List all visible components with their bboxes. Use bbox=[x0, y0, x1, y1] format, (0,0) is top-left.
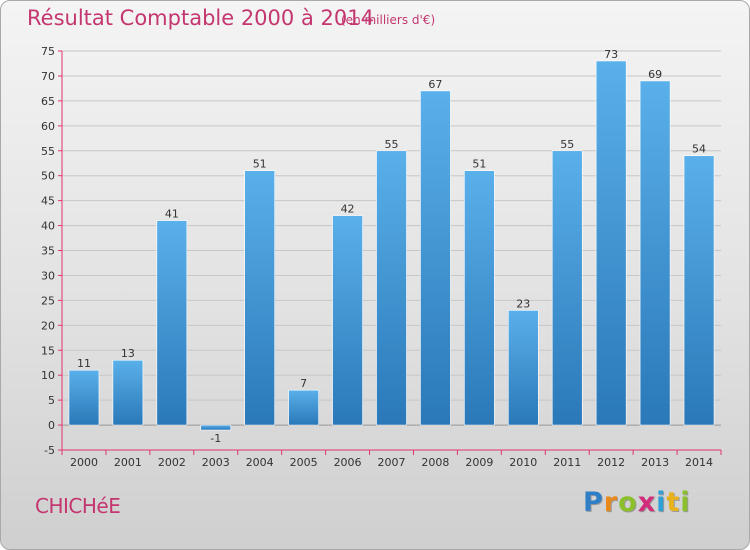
logo-letter: t bbox=[666, 487, 681, 518]
data-label: 51 bbox=[253, 158, 267, 171]
x-tick-label: 2006 bbox=[334, 456, 362, 469]
bar bbox=[200, 424, 232, 431]
logo-letter: i bbox=[680, 487, 691, 518]
proxiti-logo: Proxiti bbox=[583, 487, 691, 518]
data-label: 55 bbox=[385, 138, 399, 151]
x-tick-label: 2013 bbox=[641, 456, 669, 469]
y-tick-label: 60 bbox=[41, 120, 55, 133]
x-tick-label: 2004 bbox=[246, 456, 274, 469]
y-tick-label: 15 bbox=[41, 344, 55, 357]
data-label: 51 bbox=[472, 158, 486, 171]
y-tick-label: 20 bbox=[41, 319, 55, 332]
bar bbox=[244, 170, 275, 426]
bar bbox=[332, 215, 363, 426]
x-tick-label: 2008 bbox=[421, 456, 449, 469]
bar bbox=[551, 150, 583, 426]
bar-layer: 11 13 41 -1 51 7 42 55 67 51 23 55 73 69 54 bbox=[68, 48, 715, 445]
x-tick-label: 2012 bbox=[597, 456, 625, 469]
data-label: 7 bbox=[300, 377, 307, 390]
x-tick-label: 2010 bbox=[509, 456, 537, 469]
logo-letter: x bbox=[637, 487, 657, 518]
bar bbox=[288, 389, 319, 426]
y-tick-label: 45 bbox=[41, 195, 55, 208]
y-tick-label: 70 bbox=[41, 70, 55, 83]
logo-letter: P bbox=[583, 487, 604, 518]
chart-subtitle: (en milliers d'€) bbox=[341, 13, 436, 27]
data-label: 54 bbox=[692, 143, 706, 156]
bar bbox=[68, 369, 100, 426]
x-tick-label: 2007 bbox=[378, 456, 406, 469]
data-label: 67 bbox=[428, 78, 442, 91]
data-label: -1 bbox=[210, 432, 221, 445]
x-tick-label: 2003 bbox=[202, 456, 230, 469]
logo-letter: r bbox=[603, 487, 619, 518]
x-tick-label: 2014 bbox=[685, 456, 713, 469]
data-label: 41 bbox=[165, 208, 179, 221]
y-tick-label: 30 bbox=[41, 269, 55, 282]
logo-letter: i bbox=[656, 487, 667, 518]
bar bbox=[595, 60, 627, 426]
bar bbox=[156, 220, 188, 426]
data-label: 11 bbox=[77, 357, 91, 370]
y-tick-label: 50 bbox=[41, 170, 55, 183]
y-tick-label: 0 bbox=[48, 419, 55, 432]
x-tick-label: 2005 bbox=[290, 456, 318, 469]
bar bbox=[376, 150, 407, 426]
y-tick-label: 65 bbox=[41, 95, 55, 108]
data-label: 13 bbox=[121, 347, 135, 360]
chart-title: Résultat Comptable 2000 à 2014 bbox=[27, 6, 374, 30]
bar bbox=[507, 310, 539, 426]
x-tick-label: 2001 bbox=[114, 456, 142, 469]
axis-layer: -5 0 5 10 15 20 25 30 35 40 45 50 55 60 65 70 75 2000 2001… bbox=[41, 45, 722, 469]
data-label: 23 bbox=[516, 297, 530, 310]
data-label: 55 bbox=[560, 138, 574, 151]
y-tick-label: -5 bbox=[44, 444, 55, 457]
logo-letter: o bbox=[618, 487, 638, 518]
data-label: 73 bbox=[604, 48, 618, 61]
bar bbox=[112, 359, 144, 426]
y-tick-label: 25 bbox=[41, 294, 55, 307]
x-tick-label: 2009 bbox=[465, 456, 493, 469]
commune-name: CHICHéE bbox=[35, 494, 121, 518]
x-tick-label: 2011 bbox=[553, 456, 581, 469]
y-tick-label: 5 bbox=[48, 394, 55, 407]
bar bbox=[639, 80, 671, 426]
bar bbox=[420, 90, 451, 426]
y-tick-label: 10 bbox=[41, 369, 55, 382]
bar bbox=[464, 170, 495, 426]
x-tick-label: 2002 bbox=[158, 456, 186, 469]
data-label: 42 bbox=[341, 203, 355, 216]
y-tick-label: 35 bbox=[41, 245, 55, 258]
y-tick-label: 55 bbox=[41, 145, 55, 158]
y-tick-label: 40 bbox=[41, 220, 55, 233]
x-tick-label: 2000 bbox=[70, 456, 98, 469]
y-tick-label: 75 bbox=[41, 45, 55, 58]
bar bbox=[683, 155, 715, 426]
data-label: 69 bbox=[648, 68, 662, 81]
